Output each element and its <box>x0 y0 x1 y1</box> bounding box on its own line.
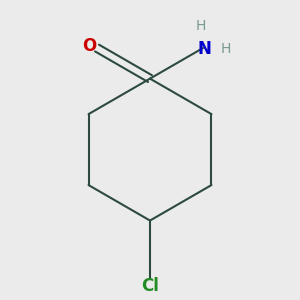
Text: Cl: Cl <box>141 277 159 295</box>
Text: H: H <box>221 42 231 56</box>
Text: O: O <box>82 37 97 55</box>
Text: N: N <box>197 40 211 58</box>
Text: H: H <box>195 19 206 33</box>
